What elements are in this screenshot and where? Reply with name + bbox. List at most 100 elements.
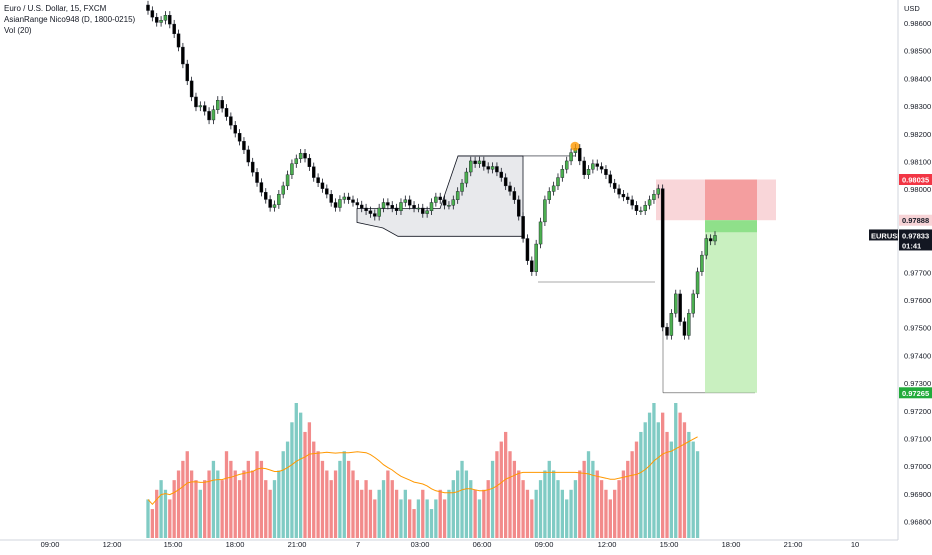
- candle-body: [351, 199, 355, 203]
- candle-body: [229, 116, 233, 126]
- candle-body: [207, 111, 211, 121]
- volume-bar: [434, 499, 438, 538]
- candle-body: [691, 293, 695, 314]
- candle-body: [517, 199, 521, 217]
- candle-body: [285, 174, 290, 187]
- time-tick-label: 18:00: [226, 540, 245, 549]
- legend-indicator: AsianRange Nico948 (D, 1800-0215): [4, 15, 136, 24]
- candle-body: [320, 182, 325, 189]
- volume-bar: [438, 489, 442, 538]
- candle-body: [451, 199, 456, 206]
- candle-body: [298, 152, 303, 159]
- volume-bar: [486, 480, 490, 538]
- time-tick-label: 12:00: [598, 540, 617, 549]
- candle-body: [447, 205, 451, 207]
- candle-body: [146, 4, 150, 11]
- volume-bar: [678, 412, 682, 538]
- volume-bar: [591, 460, 595, 538]
- candle-body: [150, 10, 155, 18]
- volume-bar: [355, 480, 360, 538]
- candle-body: [530, 260, 534, 272]
- volume-bar: [543, 470, 547, 538]
- volume-bar: [168, 499, 172, 538]
- candle-body: [464, 171, 469, 184]
- price-tick-label: 0.97600: [904, 296, 931, 305]
- volume-bar: [652, 403, 656, 538]
- volume-bar: [360, 489, 364, 538]
- time-tick-label: 21:00: [784, 540, 803, 549]
- candle-body: [316, 177, 320, 184]
- volume-bar: [233, 470, 237, 538]
- entry-price-badge: [899, 214, 932, 226]
- candle-body: [595, 163, 599, 167]
- volume-bar: [377, 489, 381, 538]
- candle-body: [547, 191, 551, 200]
- candle-body: [416, 207, 421, 210]
- volume-bar: [560, 489, 565, 538]
- bar-timer-text: 01:41: [902, 241, 921, 250]
- candle-body: [307, 157, 312, 167]
- candle-body: [303, 152, 307, 159]
- price-tick-label: 0.97000: [904, 462, 931, 471]
- time-tick-label: 09:00: [41, 540, 60, 549]
- volume-bar: [669, 441, 674, 538]
- candle-body: [538, 221, 543, 245]
- volume-bar: [447, 489, 451, 538]
- volume-bar: [456, 470, 460, 538]
- candle-body: [373, 213, 377, 217]
- time-tick-label: 06:00: [473, 540, 492, 549]
- volume-bar: [285, 441, 290, 538]
- volume-bar: [207, 470, 211, 538]
- volume-bar: [185, 451, 189, 538]
- legend-volume: Vol (20): [4, 26, 32, 35]
- volume-bar: [582, 460, 586, 538]
- candle-body: [224, 108, 229, 117]
- candle-body: [198, 105, 203, 108]
- volume-bar: [155, 489, 159, 538]
- candle-body: [477, 160, 482, 164]
- volume-bar: [364, 480, 368, 538]
- candle-body: [381, 202, 386, 209]
- volume-ma-line: [147, 436, 698, 506]
- volume-bar: [482, 489, 486, 538]
- volume-bar: [351, 470, 355, 538]
- price-tick-label: 0.97200: [904, 407, 931, 416]
- symbol-name-badge: [869, 229, 898, 241]
- candle-body: [255, 172, 259, 183]
- candle-body: [377, 207, 381, 217]
- candle-body: [578, 148, 582, 162]
- volume-bar: [599, 480, 604, 538]
- candle-body: [220, 100, 224, 109]
- price-tick-label: 0.97500: [904, 324, 931, 333]
- candle-body: [359, 204, 364, 209]
- candle-body: [599, 166, 604, 170]
- candle-body: [482, 160, 486, 167]
- candle-body: [499, 171, 504, 178]
- time-tick-label: 09:00: [535, 540, 554, 549]
- volume-bar: [368, 489, 373, 538]
- candle-body: [469, 160, 473, 173]
- candle-body: [421, 207, 425, 214]
- candle-body: [543, 199, 547, 223]
- candle-body: [294, 158, 299, 164]
- volume-bar: [643, 422, 647, 538]
- time-tick-label: 15:00: [164, 540, 183, 549]
- candle-body: [176, 33, 181, 48]
- volume-bar: [442, 499, 447, 538]
- candle-body: [425, 210, 429, 214]
- symbol-name-text: EURUSD: [871, 231, 903, 240]
- volume-bar: [495, 451, 499, 538]
- volume-bar: [181, 460, 185, 538]
- candle-body: [364, 207, 368, 212]
- volume-bar: [421, 489, 425, 538]
- candle-body: [368, 210, 373, 214]
- volume-bar: [264, 480, 268, 538]
- reward-zone-active: [705, 220, 757, 233]
- candle-body: [508, 185, 512, 192]
- candle-body: [687, 313, 691, 336]
- volume-bar: [386, 470, 390, 538]
- volume-bar: [259, 460, 264, 538]
- target-price-badge-text: 0.97265: [902, 389, 929, 398]
